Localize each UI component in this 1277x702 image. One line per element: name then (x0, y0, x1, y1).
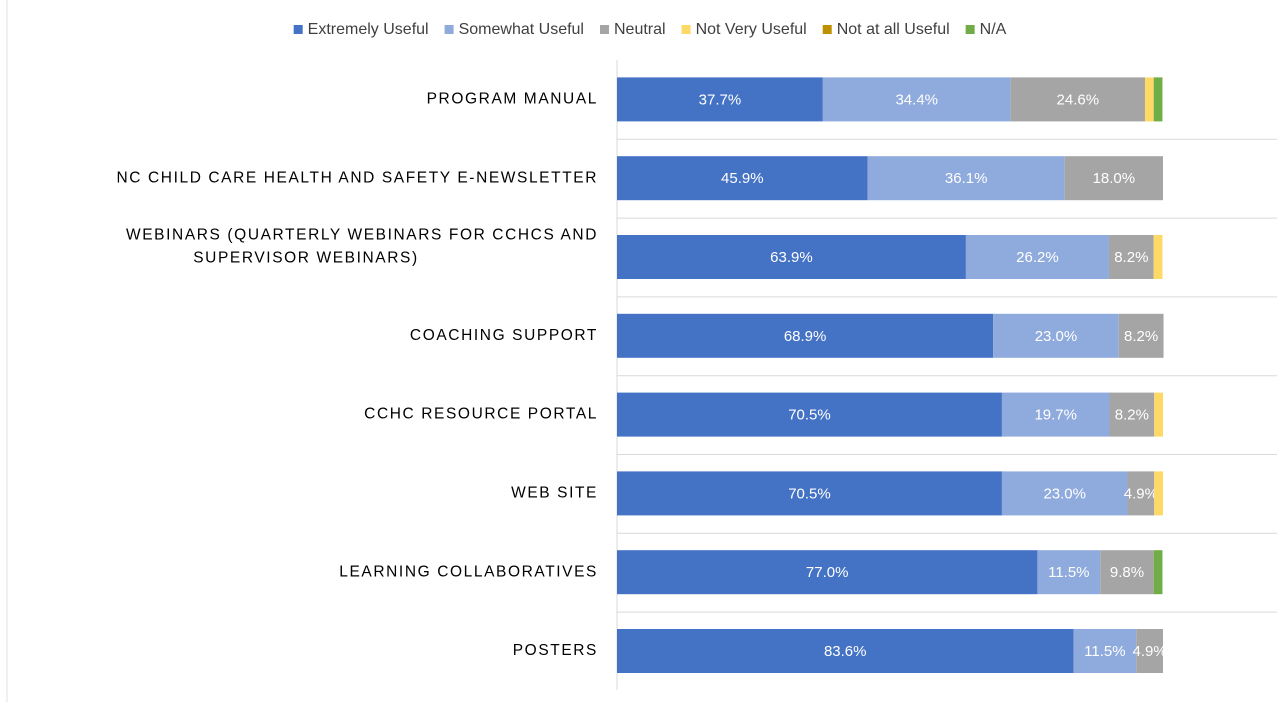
category-label: LEARNING COLLABORATIVES (339, 563, 598, 580)
category-label: COACHING SUPPORT (410, 327, 598, 344)
value-label: 83.6% (824, 643, 867, 660)
value-label: 4.9% (1133, 643, 1167, 660)
legend-label: N/A (980, 21, 1007, 38)
value-label: 8.2% (1114, 249, 1148, 266)
bar-segment (1037, 550, 1101, 595)
category-label: POSTERS (513, 642, 598, 659)
value-label: 19.7% (1034, 407, 1077, 424)
bar-segment (1153, 77, 1163, 122)
category-label: NC CHILD CARE HEALTH AND SAFETY E-NEWSLE… (116, 169, 598, 186)
bar-segment (1010, 77, 1145, 122)
bar-segment (1136, 629, 1163, 673)
bar-segment (617, 77, 823, 122)
bar-segment (1118, 313, 1164, 358)
bar-segment (1153, 235, 1163, 279)
bar-segment (993, 313, 1119, 358)
value-label: 45.9% (721, 170, 764, 187)
legend-swatch (965, 25, 975, 34)
legend-swatch (822, 25, 832, 34)
legend-label: Neutral (614, 21, 666, 38)
bar-segment (617, 392, 1002, 437)
bar-segment (1153, 550, 1163, 595)
legend-swatch (681, 25, 691, 34)
value-label: 23.0% (1043, 485, 1086, 502)
value-label: 37.7% (699, 91, 742, 108)
bar-segment (1154, 471, 1163, 516)
bar-segment (1064, 156, 1163, 201)
value-label: 63.9% (770, 249, 813, 266)
value-label: 68.9% (784, 328, 827, 345)
legend-label: Extremely Useful (308, 21, 429, 38)
legend-label: Somewhat Useful (459, 21, 584, 38)
legend: Extremely Useful Somewhat Useful Neutral No… (293, 21, 1007, 38)
bar-segment (1108, 235, 1154, 279)
value-label: 11.5% (1048, 564, 1089, 581)
bar-segment (617, 235, 966, 279)
bar-segment (617, 629, 1074, 673)
value-label: 9.8% (1110, 564, 1144, 581)
bar-segment (1100, 550, 1154, 595)
value-label: 11.5% (1084, 643, 1125, 660)
bar-segment (617, 313, 994, 358)
legend-swatch (599, 25, 609, 34)
bar-segment (1001, 392, 1110, 437)
value-label: 18.0% (1093, 170, 1136, 187)
legend-label: Not Very Useful (696, 21, 807, 38)
legend-swatch (293, 25, 303, 34)
value-label: 23.0% (1035, 328, 1078, 345)
value-label: 34.4% (895, 91, 938, 108)
bar-segment (1144, 77, 1154, 122)
value-label: 24.6% (1057, 91, 1100, 108)
legend-swatch (444, 25, 454, 34)
category-label: WEB SITE (511, 484, 598, 501)
value-label: 77.0% (806, 564, 849, 581)
value-label: 8.2% (1124, 328, 1158, 345)
bar-segment (1127, 471, 1155, 516)
value-label: 26.2% (1016, 249, 1059, 266)
category-label-line: WEBINARS (QUARTERLY WEBINARS FOR CCHCS A… (126, 227, 598, 244)
bar-segment (1154, 392, 1163, 437)
value-label: 8.2% (1115, 407, 1149, 424)
bar-segment (617, 471, 1002, 516)
bar-segment (822, 77, 1011, 122)
category-label: CCHC RESOURCE PORTAL (364, 406, 598, 423)
legend-label: Not at all Useful (837, 21, 950, 38)
value-label: 70.5% (788, 485, 831, 502)
bar-segment (1001, 471, 1128, 516)
value-label: 4.9% (1124, 485, 1158, 502)
bar-segment (965, 235, 1109, 279)
value-label: 70.5% (788, 407, 831, 424)
bar-segment (1109, 392, 1155, 437)
category-label-line: SUPERVISOR WEBINARS) (193, 250, 419, 267)
bar-segment (1073, 629, 1137, 673)
bar-segment (617, 156, 868, 201)
value-label: 36.1% (945, 170, 988, 187)
category-label: WEBINARS (QUARTERLY WEBINARS FOR CCHCS A… (126, 227, 598, 267)
bar-segment (617, 550, 1038, 595)
category-label: PROGRAM MANUAL (427, 90, 598, 107)
bar-segment (867, 156, 1065, 201)
